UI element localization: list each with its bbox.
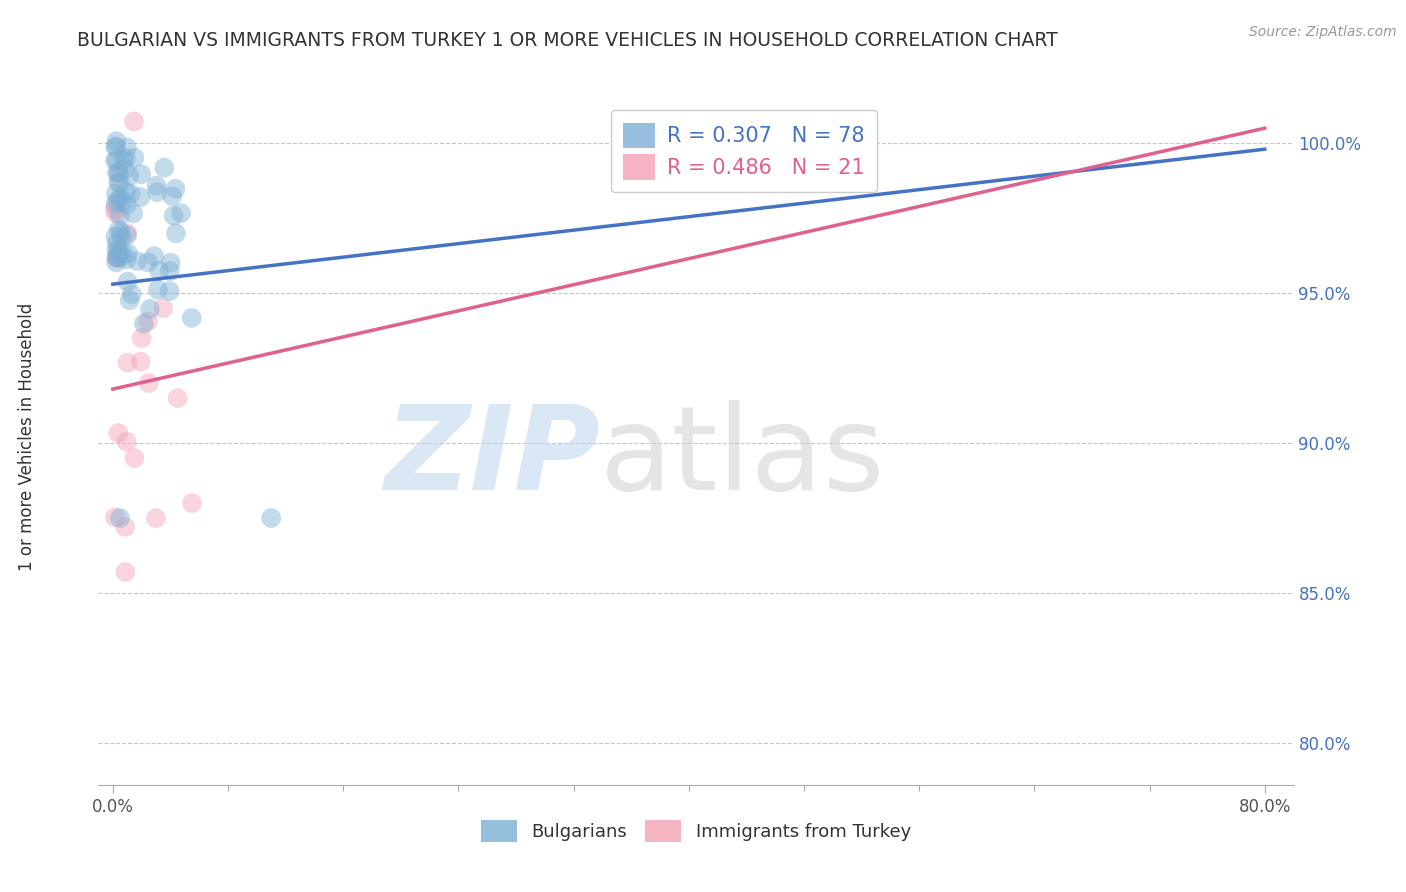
Point: [143, 249, 166, 263]
Point: [108, 166, 131, 180]
Point: [166, 391, 188, 405]
Point: [115, 434, 138, 449]
Point: [115, 140, 138, 154]
Point: [105, 250, 128, 264]
Point: [120, 186, 142, 201]
Point: [159, 284, 181, 298]
Point: [107, 223, 129, 237]
Point: [146, 185, 169, 199]
Point: [159, 255, 181, 269]
Point: [124, 151, 146, 165]
Point: [131, 331, 153, 345]
Point: [108, 191, 131, 205]
Point: [108, 209, 131, 223]
Point: [105, 206, 128, 220]
Text: ZIP: ZIP: [384, 401, 600, 516]
Point: [105, 166, 128, 180]
Point: [117, 275, 139, 289]
Point: [180, 310, 202, 325]
Point: [153, 161, 176, 175]
Point: [104, 202, 127, 217]
Point: [122, 114, 145, 128]
Point: [170, 206, 193, 220]
Point: [159, 264, 181, 278]
Point: [107, 166, 129, 180]
Point: [105, 250, 128, 264]
Point: [111, 194, 134, 209]
Point: [105, 235, 128, 250]
Point: [115, 185, 138, 199]
Point: [145, 178, 167, 193]
Point: [145, 511, 167, 525]
Text: 1 or more Vehicles in Household: 1 or more Vehicles in Household: [18, 303, 35, 571]
Point: [139, 301, 162, 316]
Point: [112, 153, 135, 167]
Point: [115, 197, 138, 211]
Point: [138, 376, 160, 390]
Point: [162, 209, 184, 223]
Point: [107, 244, 129, 258]
Point: [104, 229, 127, 244]
Point: [165, 227, 187, 241]
Point: [108, 176, 131, 190]
Point: [136, 314, 159, 328]
Point: [104, 139, 127, 153]
Point: [115, 151, 138, 165]
Point: [146, 283, 169, 297]
Point: [110, 230, 132, 244]
Point: [118, 293, 141, 308]
Point: [117, 356, 139, 370]
Text: atlas: atlas: [600, 401, 886, 516]
Point: [104, 197, 127, 211]
Point: [107, 426, 129, 441]
Text: BULGARIAN VS IMMIGRANTS FROM TURKEY 1 OR MORE VEHICLES IN HOUSEHOLD CORRELATION : BULGARIAN VS IMMIGRANTS FROM TURKEY 1 OR…: [77, 31, 1059, 50]
Point: [160, 189, 183, 203]
Point: [115, 226, 138, 240]
Point: [132, 317, 155, 331]
Point: [107, 194, 129, 208]
Point: [122, 206, 145, 220]
Point: [114, 565, 136, 579]
Point: [121, 287, 143, 301]
Text: Source: ZipAtlas.com: Source: ZipAtlas.com: [1249, 25, 1396, 39]
Point: [108, 511, 131, 525]
Point: [129, 167, 152, 181]
Point: [117, 246, 139, 260]
Point: [124, 451, 146, 466]
Legend: Bulgarians, Immigrants from Turkey: Bulgarians, Immigrants from Turkey: [474, 813, 918, 849]
Point: [114, 520, 136, 534]
Point: [181, 496, 204, 510]
Point: [129, 190, 152, 204]
Point: [104, 510, 127, 524]
Point: [129, 354, 152, 368]
Point: [105, 134, 128, 148]
Point: [104, 153, 127, 168]
Point: [125, 254, 148, 268]
Point: [115, 252, 138, 267]
Point: [114, 162, 136, 177]
Point: [105, 153, 128, 168]
Point: [152, 301, 174, 315]
Point: [110, 226, 132, 240]
Point: [107, 175, 129, 189]
Point: [104, 186, 127, 201]
Point: [108, 251, 131, 265]
Point: [108, 246, 131, 260]
Point: [260, 511, 283, 525]
Point: [136, 255, 159, 269]
Point: [105, 243, 128, 257]
Point: [111, 244, 134, 259]
Point: [104, 141, 127, 155]
Point: [105, 255, 128, 269]
Point: [148, 264, 170, 278]
Point: [118, 169, 141, 183]
Point: [165, 182, 187, 196]
Point: [115, 228, 138, 243]
Point: [105, 252, 128, 266]
